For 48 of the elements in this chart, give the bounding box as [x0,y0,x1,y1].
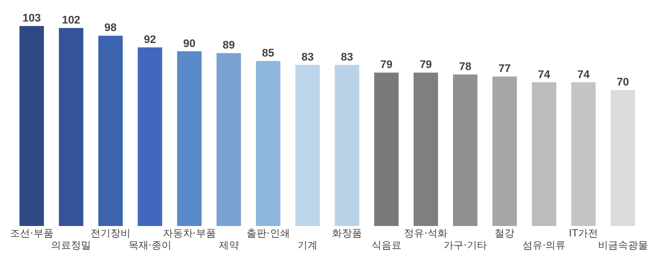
data-label: 74 [577,68,590,81]
bar [216,53,241,226]
x-tick-label: 정유·석화 [404,228,448,240]
data-label: 92 [144,34,156,46]
data-label: 83 [301,51,314,64]
data-label: 103 [22,12,41,25]
x-tick-label: 화장품 [332,228,362,240]
bar [610,90,636,226]
data-label: 79 [420,59,432,72]
x-tick-label: 목재·종이 [128,240,172,252]
bar [453,74,478,226]
data-label: 78 [459,61,472,74]
bar [492,76,517,226]
x-tick-label: 조선·부품 [10,228,54,240]
bar [138,47,162,226]
x-tick-label: 제약 [218,240,239,252]
data-label: 102 [62,14,80,26]
x-tick-label: 철강 [494,228,515,240]
bar [58,28,84,226]
bar [19,26,44,226]
bar [256,60,280,226]
data-label: 74 [538,68,552,81]
bar [334,64,360,226]
x-tick-label: 가구·기타 [444,240,487,252]
data-label: 90 [183,38,196,50]
bar [532,82,556,226]
x-tick-label: 섬유·의류 [522,240,566,252]
x-tick-label: 전기장비 [90,228,131,240]
data-label: 70 [616,76,629,89]
x-tick-label: 출판·인쇄 [246,228,290,240]
data-label: 77 [498,63,511,76]
data-label: 79 [380,59,393,72]
bar [414,72,438,226]
x-tick-label: 기계 [298,240,318,252]
bar [571,82,596,226]
bar [374,72,399,226]
bar [98,36,123,226]
data-label: 98 [104,22,117,34]
bar [177,51,202,226]
x-tick-label: 비금속광물 [598,240,648,252]
x-tick-label: 자동차·부품 [162,228,216,240]
data-label: 89 [222,40,235,52]
x-tick-label: 의료정밀 [51,240,92,252]
data-label: 83 [340,51,354,64]
x-tick-label: IT가전 [568,228,598,240]
bar [295,64,320,226]
x-tick-label: 식음료 [371,240,402,252]
data-label: 85 [262,47,274,60]
